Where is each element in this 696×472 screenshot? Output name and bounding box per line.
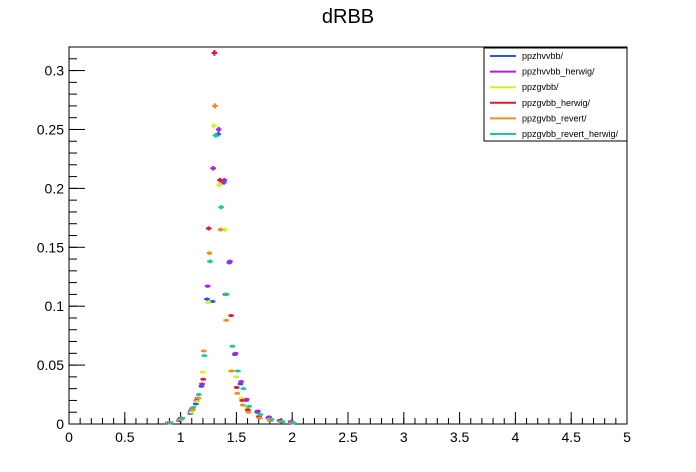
data-point — [216, 182, 223, 188]
y-tick-label: 0.05 — [37, 357, 64, 373]
data-point — [268, 417, 275, 421]
y-tick-label: 0.15 — [37, 239, 64, 255]
legend-box — [483, 47, 628, 142]
data-point — [207, 259, 213, 264]
legend-label: ppzgvbb/ — [522, 82, 559, 92]
legend-label: ppzgvbb_herwig/ — [522, 98, 591, 108]
y-tick-label: 0.1 — [45, 298, 65, 314]
x-tick-label: 2.5 — [338, 429, 358, 445]
x-tick-label: 5 — [623, 429, 631, 445]
data-point — [229, 344, 236, 348]
data-point — [206, 226, 212, 231]
y-tick-label: 0 — [56, 416, 64, 432]
data-point — [200, 377, 207, 381]
legend: ppzhvvbb/ppzhvvbb_herwig/ppzgvbb/ppzgvbb… — [483, 47, 628, 142]
data-point — [246, 404, 252, 408]
data-point — [188, 410, 195, 414]
data-point — [228, 314, 234, 318]
legend-label: ppzhvvbb/ — [522, 51, 564, 61]
y-tick-label: 0.3 — [45, 63, 65, 79]
data-point — [196, 393, 202, 397]
data-point — [212, 103, 218, 109]
data-point — [238, 380, 244, 384]
data-point — [211, 50, 218, 56]
data-point — [205, 301, 211, 305]
data-point — [255, 409, 261, 413]
data-point — [209, 299, 216, 304]
data-point — [199, 370, 206, 374]
data-marks — [165, 50, 297, 425]
data-point — [204, 297, 210, 301]
y-tick-label: 0.25 — [37, 121, 64, 137]
data-point — [168, 421, 174, 425]
data-point — [201, 349, 207, 353]
data-point — [256, 416, 263, 420]
data-point — [240, 387, 247, 391]
x-tick-label: 0.5 — [115, 429, 135, 445]
data-point — [228, 369, 235, 373]
y-tick-label: 0.2 — [45, 180, 65, 196]
x-tick-label: 3 — [400, 429, 408, 445]
legend-label: ppzhvvbb_herwig/ — [522, 67, 595, 77]
data-point — [218, 205, 224, 210]
data-point — [239, 398, 246, 402]
data-point — [215, 126, 222, 132]
data-point — [233, 375, 239, 379]
data-point — [201, 354, 208, 358]
data-point — [217, 177, 223, 183]
data-point — [179, 416, 185, 420]
chart-title: dRBB — [321, 6, 375, 28]
data-point — [195, 396, 202, 400]
data-point — [245, 410, 252, 414]
data-point — [199, 382, 205, 386]
x-tick-label: 1 — [177, 429, 185, 445]
data-point — [194, 400, 200, 404]
x-tick-label: 1.5 — [227, 429, 247, 445]
data-point — [206, 251, 213, 256]
x-tick-label: 3.5 — [450, 429, 470, 445]
x-tick-label: 0 — [65, 429, 73, 445]
data-point — [233, 385, 240, 389]
legend-label: ppzgvbb_revert_herwig/ — [522, 129, 619, 139]
data-point — [290, 421, 297, 425]
data-point — [210, 166, 216, 171]
x-tick-label: 2 — [288, 429, 296, 445]
data-point — [223, 318, 229, 322]
data-point — [234, 391, 241, 395]
data-point — [204, 284, 211, 288]
x-tick-label: 4.5 — [561, 429, 581, 445]
legend-label: ppzgvbb_revert/ — [522, 113, 587, 123]
x-tick-label: 4 — [512, 429, 520, 445]
data-point — [212, 132, 219, 138]
data-point — [232, 351, 239, 355]
data-point — [193, 402, 199, 406]
data-point — [190, 406, 197, 410]
data-point — [210, 123, 217, 129]
data-point — [240, 403, 246, 407]
data-point — [257, 413, 264, 417]
data-point — [223, 292, 230, 297]
data-point — [227, 259, 233, 264]
data-point — [279, 420, 286, 424]
data-point — [217, 227, 224, 232]
data-point — [235, 369, 241, 373]
data-point — [243, 397, 250, 401]
